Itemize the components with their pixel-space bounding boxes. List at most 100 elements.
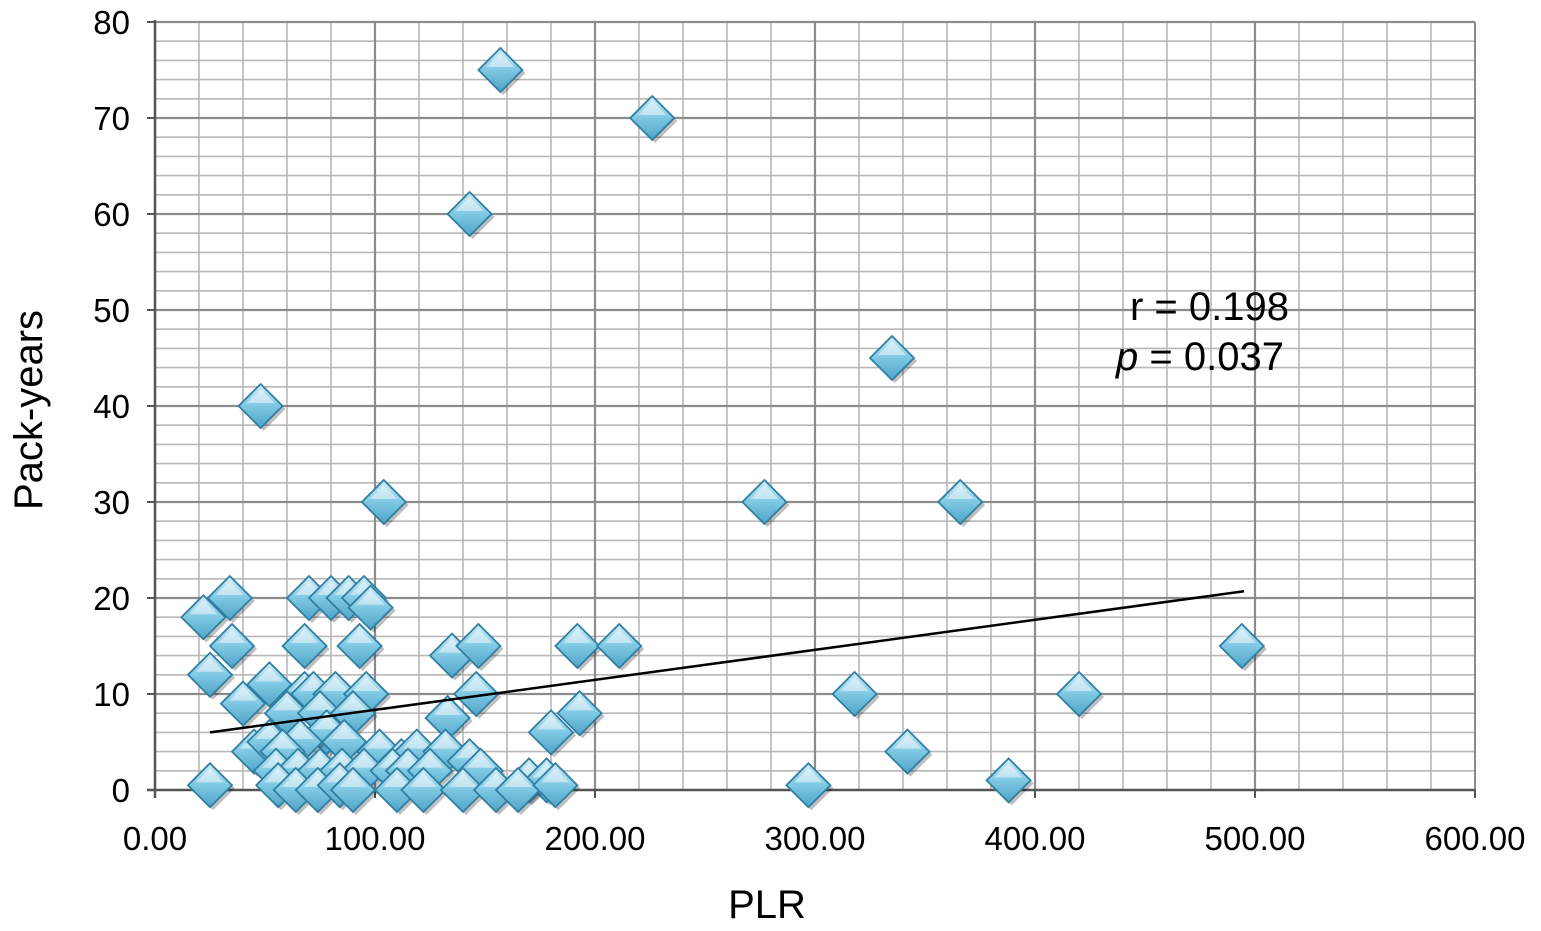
data-point <box>868 334 917 383</box>
data-point-marker <box>180 593 227 641</box>
data-point-highlight <box>449 773 477 787</box>
data-point-highlight <box>312 715 341 730</box>
data-point-highlight <box>255 667 284 682</box>
data-point-highlight <box>345 629 374 643</box>
data-point-marker <box>206 574 254 622</box>
x-tick-label: 100.00 <box>325 820 426 857</box>
data-point-highlight <box>215 581 244 595</box>
data-point <box>494 766 543 815</box>
data-point-marker <box>452 670 500 718</box>
data-point-highlight <box>246 389 275 403</box>
data-point-marker <box>785 761 832 809</box>
data-point-highlight <box>455 197 484 211</box>
data-point-marker <box>208 622 256 670</box>
data-point-highlight <box>893 734 922 749</box>
data-point <box>186 761 235 811</box>
data-point <box>985 757 1034 806</box>
data-point <box>180 593 229 643</box>
data-point-highlight <box>750 485 779 499</box>
data-point-marker <box>219 680 267 727</box>
data-point <box>219 680 268 729</box>
data-point-highlight <box>273 696 301 711</box>
data-point-highlight <box>409 773 438 787</box>
data-point-highlight <box>1065 677 1093 691</box>
data-point <box>360 478 409 527</box>
y-tick-label: 20 <box>93 580 130 617</box>
x-tick-labels: 0.00 100.00 200.00 300.00 400.00 500.00 600.00 <box>123 820 1526 857</box>
x-tick-label: 400.00 <box>985 820 1086 857</box>
data-point-highlight <box>339 773 367 787</box>
data-point <box>1218 622 1267 671</box>
data-point-highlight <box>196 657 224 672</box>
data-point-marker <box>985 757 1032 804</box>
data-point <box>336 622 385 671</box>
data-point-highlight <box>352 677 381 691</box>
data-point-highlight <box>306 696 334 711</box>
data-point-marker <box>527 709 575 756</box>
y-tick-label: 60 <box>93 196 130 233</box>
data-point-highlight <box>286 725 315 739</box>
data-point-highlight <box>356 590 385 605</box>
data-point <box>556 689 605 739</box>
data-point <box>237 382 286 431</box>
data-point-marker <box>336 622 383 670</box>
data-point-marker <box>246 661 293 708</box>
data-point-marker <box>1218 622 1266 670</box>
data-point-marker <box>628 94 676 142</box>
p-value: = 0.037 <box>1138 335 1284 379</box>
data-point <box>741 478 790 527</box>
trend-line <box>209 590 1245 734</box>
data-point-highlight <box>462 677 491 691</box>
data-point <box>936 478 986 527</box>
data-point <box>400 766 449 815</box>
data-point <box>452 670 502 719</box>
x-tick-label: 600.00 <box>1425 820 1526 857</box>
data-point-marker <box>1055 670 1103 718</box>
data-point <box>424 694 473 743</box>
data-point-highlight <box>605 629 634 643</box>
data-point <box>785 761 834 811</box>
data-point-highlight <box>878 341 906 355</box>
data-point-marker <box>831 670 878 718</box>
data-point-highlight <box>433 701 462 715</box>
data-point-highlight <box>504 773 532 787</box>
data-point-highlight <box>537 715 565 730</box>
p-annotation: p = 0.037 <box>1115 335 1284 379</box>
data-point <box>186 651 235 700</box>
data-point <box>446 190 495 239</box>
data-point-highlight <box>994 763 1023 778</box>
data-point-highlight <box>464 629 493 643</box>
data-point-highlight <box>350 753 378 768</box>
data-point-marker <box>455 622 502 670</box>
data-point-marker <box>186 761 234 809</box>
data-point-marker <box>595 622 643 670</box>
data-point-highlight <box>330 725 359 739</box>
data-point-highlight <box>416 753 444 768</box>
y-tick-labels: 0 10 20 30 40 50 60 70 80 <box>93 4 130 809</box>
data-point-highlight <box>486 53 515 67</box>
data-point <box>628 94 678 143</box>
data-point-highlight <box>563 629 592 643</box>
y-tick-label: 70 <box>93 100 130 137</box>
data-point-marker <box>556 689 603 737</box>
data-point-marker <box>741 478 788 526</box>
data-point <box>208 622 257 671</box>
y-tick-label: 10 <box>93 676 130 713</box>
data-point-highlight <box>218 629 246 643</box>
data-point-marker <box>347 584 394 631</box>
data-point-marker <box>329 766 377 814</box>
y-axis-title: Pack-years <box>7 310 51 510</box>
data-points <box>180 46 1267 815</box>
data-point <box>527 709 576 758</box>
data-point <box>206 574 255 623</box>
data-point <box>347 584 396 633</box>
data-point-marker <box>439 766 487 814</box>
data-point-highlight <box>365 734 394 749</box>
data-point <box>554 622 603 671</box>
data-point <box>439 766 488 815</box>
data-point <box>1055 670 1104 719</box>
data-point-highlight <box>402 734 431 749</box>
data-point <box>477 46 526 95</box>
data-point-highlight <box>840 677 869 691</box>
